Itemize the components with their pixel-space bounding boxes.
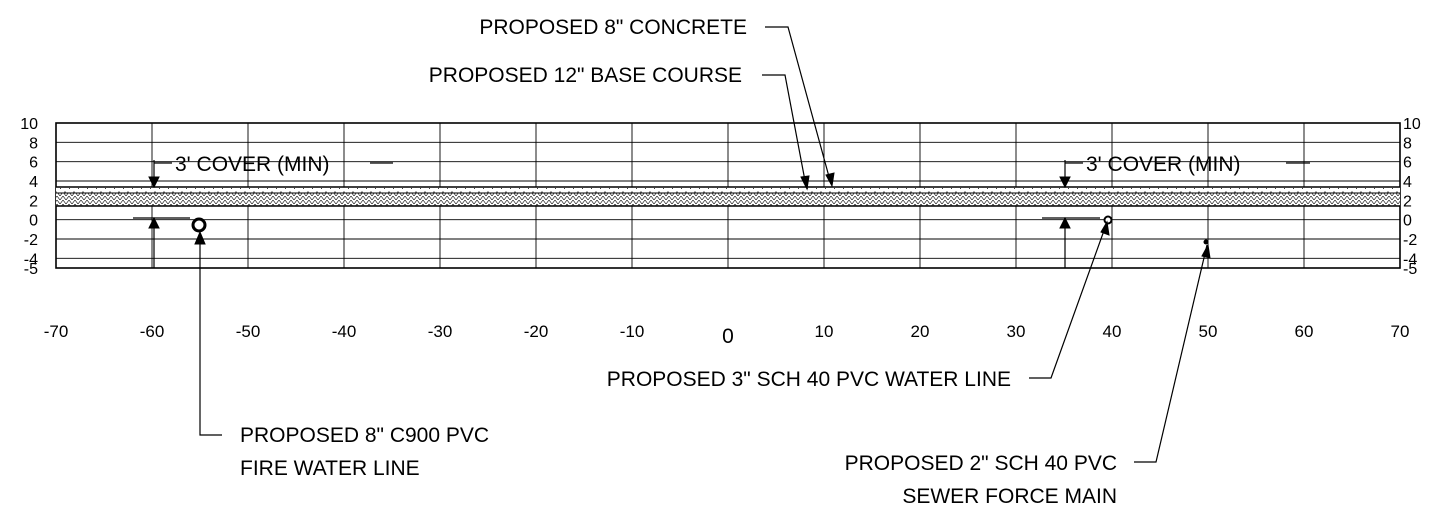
cover-label-left: 3' COVER (MIN) [175,153,330,176]
y-tick-right: 0 [1403,213,1412,230]
y-tick-right: -2 [1403,232,1417,249]
y-tick-left: 0 [29,213,38,230]
x-tick: -50 [236,322,261,341]
pavement-layers [56,186,1400,207]
y-tick-left: 10 [20,116,38,133]
y-axis-left: 10 8 6 4 2 0 -2 -4-5 [20,116,38,278]
callout-fire-line-1: PROPOSED 8" C900 PVC [240,424,489,447]
callout-sewer-1: PROPOSED 2" SCH 40 PVC [845,452,1117,475]
cover-dimension-left [133,160,190,268]
y-tick-right: 2 [1403,193,1412,210]
x-tick: 0 [722,325,734,348]
y-tick-right: 10 [1403,116,1421,133]
y-tick-left: 2 [29,193,38,210]
leader-fire-line [194,230,222,436]
base-course-layer [56,193,1400,206]
callout-concrete: PROPOSED 8" CONCRETE [479,16,747,39]
pipes [191,215,1209,245]
x-tick: -70 [44,322,69,341]
cover-dimension-right [1042,160,1100,268]
fire-water-pipe [191,217,207,233]
x-tick: 70 [1391,322,1410,341]
water-pipe [1103,215,1113,225]
callout-sewer-2: SEWER FORCE MAIN [902,485,1117,508]
x-tick: 60 [1295,322,1314,341]
y-tick-right: 4 [1403,174,1412,191]
x-tick: 50 [1199,322,1218,341]
y-tick-right: 6 [1403,155,1412,172]
y-tick-right: -4 [1403,251,1417,268]
leader-concrete [765,26,835,188]
x-tick: 40 [1103,322,1122,341]
x-tick: -30 [428,322,453,341]
x-tick: -20 [524,322,549,341]
y-tick-left: 6 [29,155,38,172]
callout-fire-line-2: FIRE WATER LINE [240,457,420,480]
x-tick: 20 [911,322,930,341]
x-tick: -60 [140,322,165,341]
leader-base-course [762,74,810,191]
callout-water-line: PROPOSED 3" SCH 40 PVC WATER LINE [607,368,1011,391]
y-tick-left: 4 [29,174,38,191]
y-axis-right: 10 8 6 4 2 0 -2 -4-5 [1403,116,1421,278]
y-tick-right: 8 [1403,135,1412,152]
y-tick-left: -4 [24,251,38,268]
leader-sewer [1134,243,1211,463]
x-tick: -10 [620,322,645,341]
y-tick-right: -5 [1403,261,1417,278]
concrete-layer [56,187,1400,193]
sewer-pipe [1203,239,1209,245]
leader-water-line [1029,220,1110,379]
x-tick: 10 [815,322,834,341]
cover-label-right: 3' COVER (MIN) [1086,153,1241,176]
x-axis: -70 -60 -50 -40 -30 -20 -10 0 10 20 30 40 50 60 70 [44,322,1410,348]
x-tick: -40 [332,322,357,341]
y-tick-left: 8 [29,135,38,152]
callout-base-course: PROPOSED 12" BASE COURSE [429,64,742,87]
y-tick-left: -5 [24,261,38,278]
x-tick: 30 [1007,322,1026,341]
y-tick-left: -2 [24,232,38,249]
